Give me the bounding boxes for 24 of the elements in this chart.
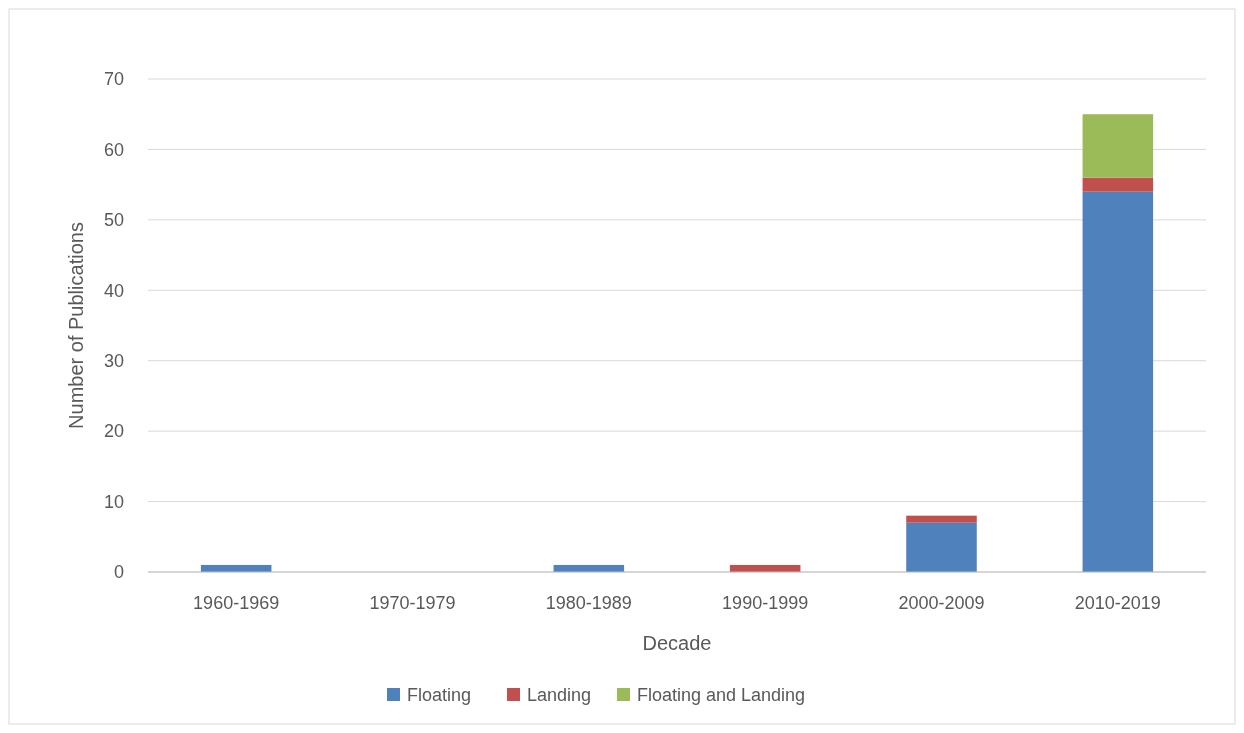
legend-label: Landing <box>527 685 592 706</box>
y-tick-label: 60 <box>103 139 124 160</box>
x-tick-label: 2000-2009 <box>898 593 985 613</box>
x-tick-label: 1970-1979 <box>369 593 456 613</box>
y-tick-label: 40 <box>103 280 124 301</box>
y-tick-label: 0 <box>113 562 124 583</box>
bar <box>1082 191 1154 572</box>
bar <box>1082 177 1154 192</box>
x-tick-label: 1990-1999 <box>722 593 809 613</box>
bar <box>1082 114 1154 178</box>
x-tick-label: 1960-1969 <box>193 593 280 613</box>
bar <box>906 515 977 523</box>
x-tick-label: 2010-2019 <box>1074 593 1161 613</box>
y-tick-label: 70 <box>103 69 124 90</box>
y-tick-label: 20 <box>103 421 124 442</box>
y-tick-label: 50 <box>103 210 124 231</box>
bar <box>906 522 977 572</box>
y-tick-label: 30 <box>103 351 124 372</box>
legend-label: Floating and Landing <box>637 685 806 706</box>
legend-label: Floating <box>407 685 472 706</box>
x-axis-title: Decade <box>642 632 712 654</box>
y-tick-label: 10 <box>103 491 124 512</box>
y-axis-title: Number of Publications <box>65 222 87 429</box>
x-tick-label: 1980-1989 <box>545 593 632 613</box>
